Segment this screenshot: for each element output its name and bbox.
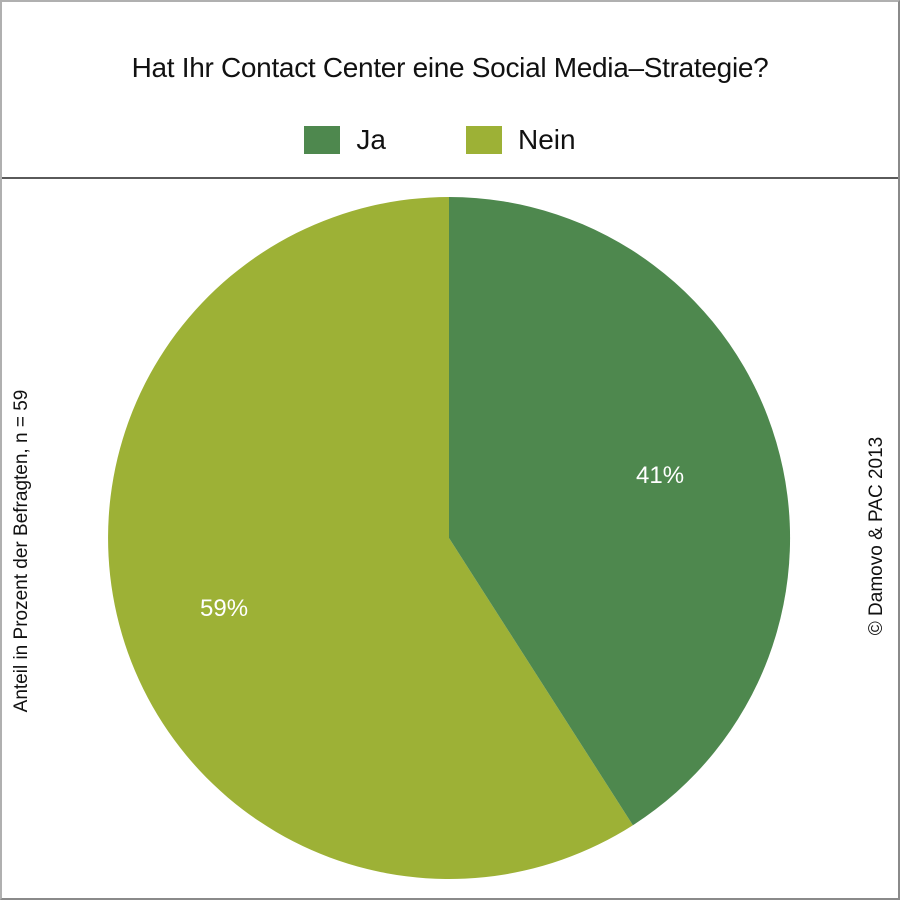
legend-swatch-ja bbox=[304, 126, 341, 154]
slice-label-nein: 59% bbox=[200, 595, 249, 622]
legend-label-ja: Ja bbox=[356, 124, 386, 155]
header-divider bbox=[2, 177, 898, 179]
slice-label-ja: 41% bbox=[636, 462, 685, 489]
legend-swatch-nein bbox=[465, 126, 502, 154]
slice-nein bbox=[108, 197, 633, 879]
chart-header: Hat Ihr Contact Center eine Social Media… bbox=[2, 2, 898, 178]
y-axis-label: Anteil in Prozent der Befragten, n = 59 bbox=[11, 389, 32, 713]
copyright-credit: © Damovo & PAC 2013 bbox=[866, 436, 887, 636]
legend-item-nein: Nein bbox=[465, 124, 576, 156]
legend-label-nein: Nein bbox=[517, 124, 576, 155]
chart-title: Hat Ihr Contact Center eine Social Media… bbox=[131, 52, 769, 83]
legend-item-ja: Ja bbox=[304, 124, 386, 156]
legend: Ja Nein bbox=[2, 124, 898, 156]
slice-ja bbox=[449, 197, 791, 826]
